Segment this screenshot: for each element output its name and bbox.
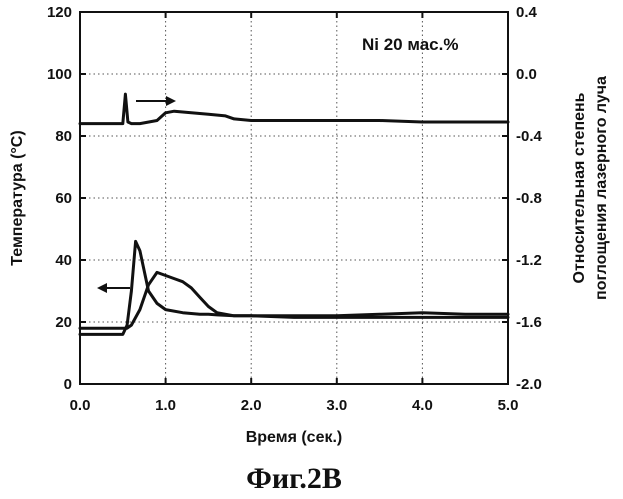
- gridlines: [80, 12, 508, 384]
- figure-caption: Фиг.2B: [246, 462, 342, 495]
- annotation: Ni 20 мас.%: [362, 35, 458, 54]
- x-tick-label: 1.0: [155, 397, 176, 414]
- y-right-axis-title-line2: поглощения лазерного луча: [593, 76, 610, 300]
- series-line-2: [80, 241, 508, 334]
- y-left-axis-title: Температура (°C): [9, 130, 26, 265]
- y-left-tick-label: 80: [55, 128, 72, 145]
- y-right-axis-title-line1: Относительная степень: [571, 92, 588, 283]
- y-left-tick-labels: 0 20 40 60 80 100 120: [47, 4, 72, 393]
- y-right-tick-labels: -2.0 -1.6 -1.2 -0.8 -0.4 0.0 0.4: [516, 4, 543, 393]
- x-tick-label: 3.0: [326, 397, 347, 414]
- x-tick-label: 4.0: [412, 397, 433, 414]
- y-left-tick-label: 60: [55, 190, 72, 207]
- x-tick-label: 0.0: [70, 397, 91, 414]
- y-left-tick-label: 0: [64, 376, 72, 393]
- y-right-tick-label: -1.6: [516, 314, 542, 331]
- y-right-tick-label: 0.0: [516, 66, 537, 83]
- y-left-tick-label: 100: [47, 66, 72, 83]
- x-axis-title: Время (сек.): [246, 429, 343, 446]
- y-right-tick-label: -0.8: [516, 190, 542, 207]
- x-tick-label: 5.0: [498, 397, 519, 414]
- y-right-tick-label: -1.2: [516, 252, 542, 269]
- series-line-3: [80, 272, 508, 328]
- arrow-left-icon: [97, 283, 130, 293]
- y-right-tick-label: -0.4: [516, 128, 543, 145]
- y-left-tick-label: 20: [55, 314, 72, 331]
- x-tick-label: 2.0: [241, 397, 262, 414]
- y-left-tick-label: 120: [47, 4, 72, 21]
- series-line-1: [80, 94, 508, 124]
- y-right-tick-label: -2.0: [516, 376, 542, 393]
- y-right-tick-label: 0.4: [516, 4, 538, 21]
- series-group: [80, 94, 508, 334]
- arrow-right-icon: [136, 96, 176, 106]
- y-left-tick-label: 40: [55, 252, 72, 269]
- x-tick-labels: 0.0 1.0 2.0 3.0 4.0 5.0: [70, 397, 519, 414]
